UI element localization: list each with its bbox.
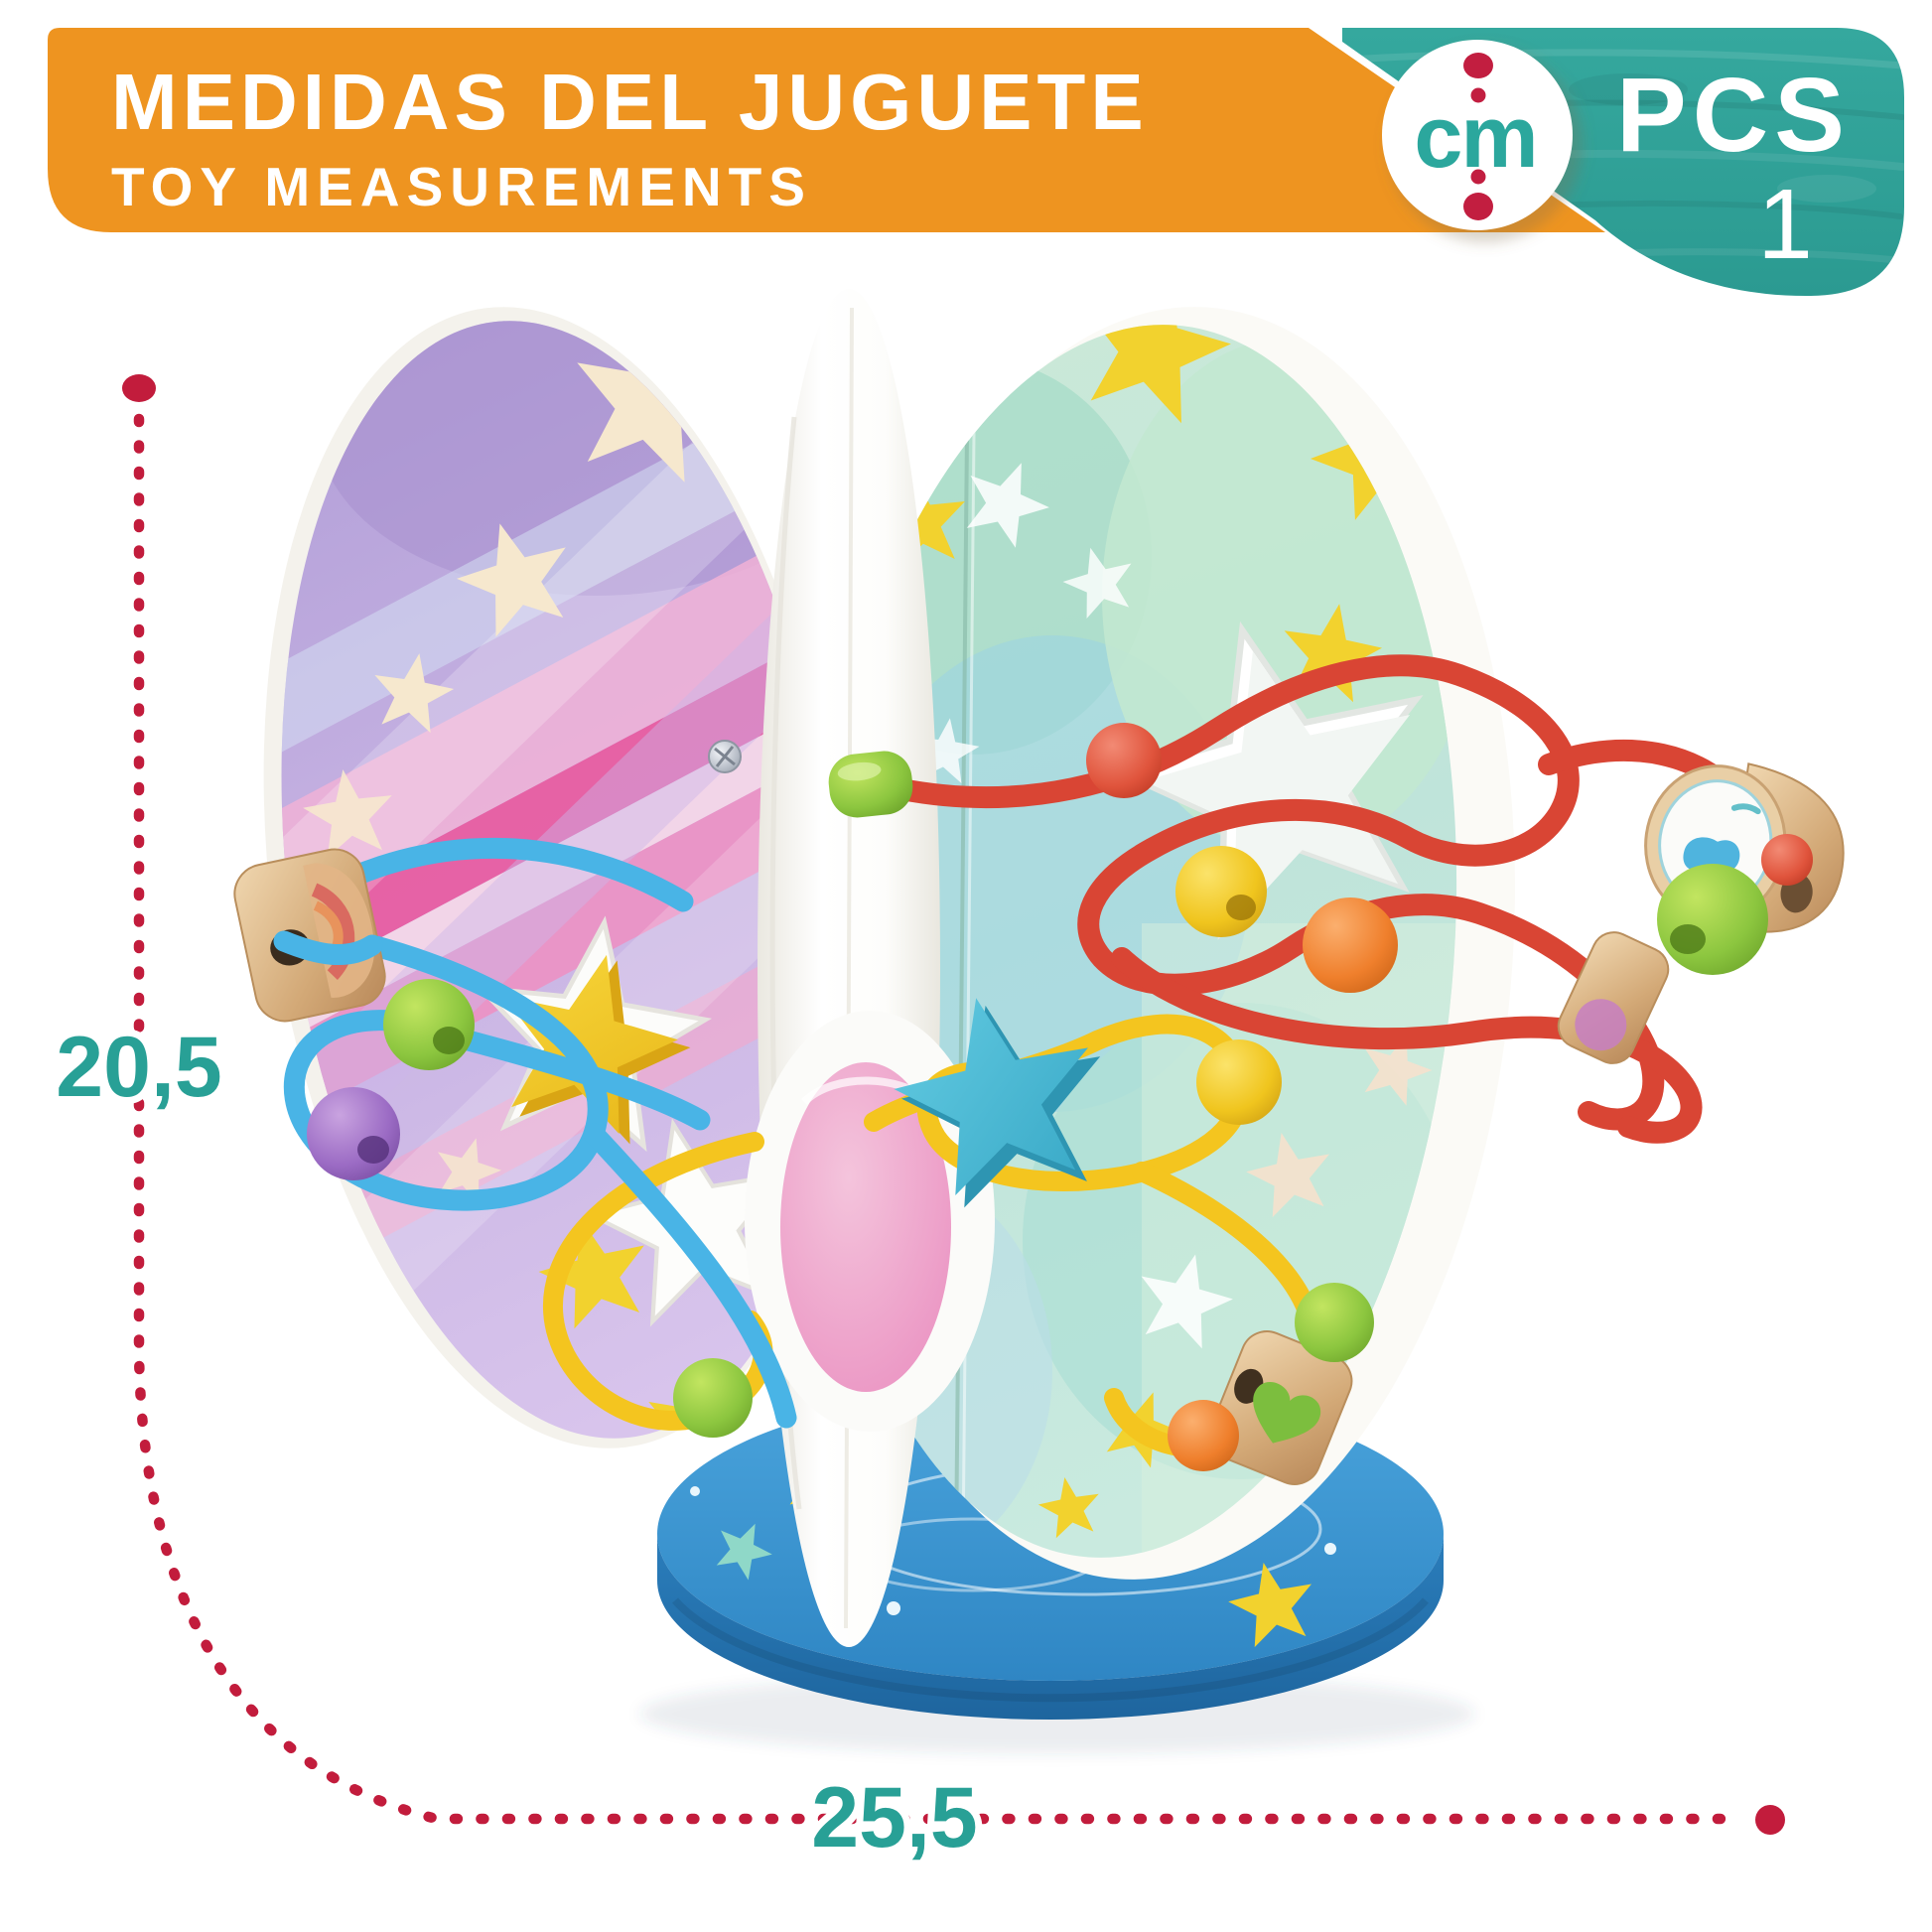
- width-measurement-label: 25,5: [811, 1770, 977, 1865]
- green-bead: [1295, 1283, 1374, 1362]
- cm-unit-badge: cm: [1382, 40, 1583, 242]
- purple-bead: [307, 1087, 400, 1180]
- height-measurement-label: 20,5: [56, 1020, 221, 1115]
- badge-dot-icon: [1463, 53, 1493, 78]
- green-bead: [383, 979, 475, 1070]
- wood-block-rainbow: [233, 848, 386, 1023]
- unit-badge-label: cm: [1414, 87, 1536, 186]
- red-bead: [1086, 723, 1162, 798]
- screw-icon: [708, 740, 742, 773]
- toy-photo-illustration: [221, 288, 1845, 1753]
- orange-bead: [1303, 897, 1398, 993]
- dimension-line-start-dot: [122, 374, 156, 402]
- pcs-value: 1: [1757, 169, 1813, 280]
- title-secondary: TOY MEASUREMENTS: [111, 156, 812, 217]
- orange-bead: [1168, 1400, 1239, 1471]
- blue-wire-through-block: [273, 930, 383, 966]
- wood-block-heart: [1208, 1330, 1353, 1485]
- green-anchor-pill: [828, 751, 913, 818]
- green-bead: [673, 1358, 753, 1438]
- yellow-bead: [1196, 1039, 1282, 1125]
- measurement-annotations: 20,5 25,5: [49, 374, 1785, 1872]
- title-primary: MEDIDAS DEL JUGUETE: [111, 58, 1149, 146]
- yellow-bead: [1175, 846, 1267, 937]
- wood-block-purple-ring: [1557, 931, 1670, 1064]
- center-white-panel: [758, 289, 940, 1647]
- dimension-line-end-dot: [1755, 1805, 1785, 1835]
- toy-base-front: [657, 1534, 1444, 1720]
- green-bead-large: [1657, 864, 1768, 975]
- dotted-dimension-line: [133, 413, 1741, 1825]
- badge-dot-icon: [1463, 193, 1493, 220]
- salmon-bead: [1761, 834, 1813, 886]
- title-banner: [48, 28, 1605, 232]
- badge-dot-icon: [1470, 87, 1486, 103]
- badge-dot-icon: [1470, 169, 1486, 185]
- header: MEDIDAS DEL JUGUETE TOY MEASUREMENTS PCS…: [48, 28, 1904, 297]
- pcs-label: PCS: [1616, 57, 1851, 174]
